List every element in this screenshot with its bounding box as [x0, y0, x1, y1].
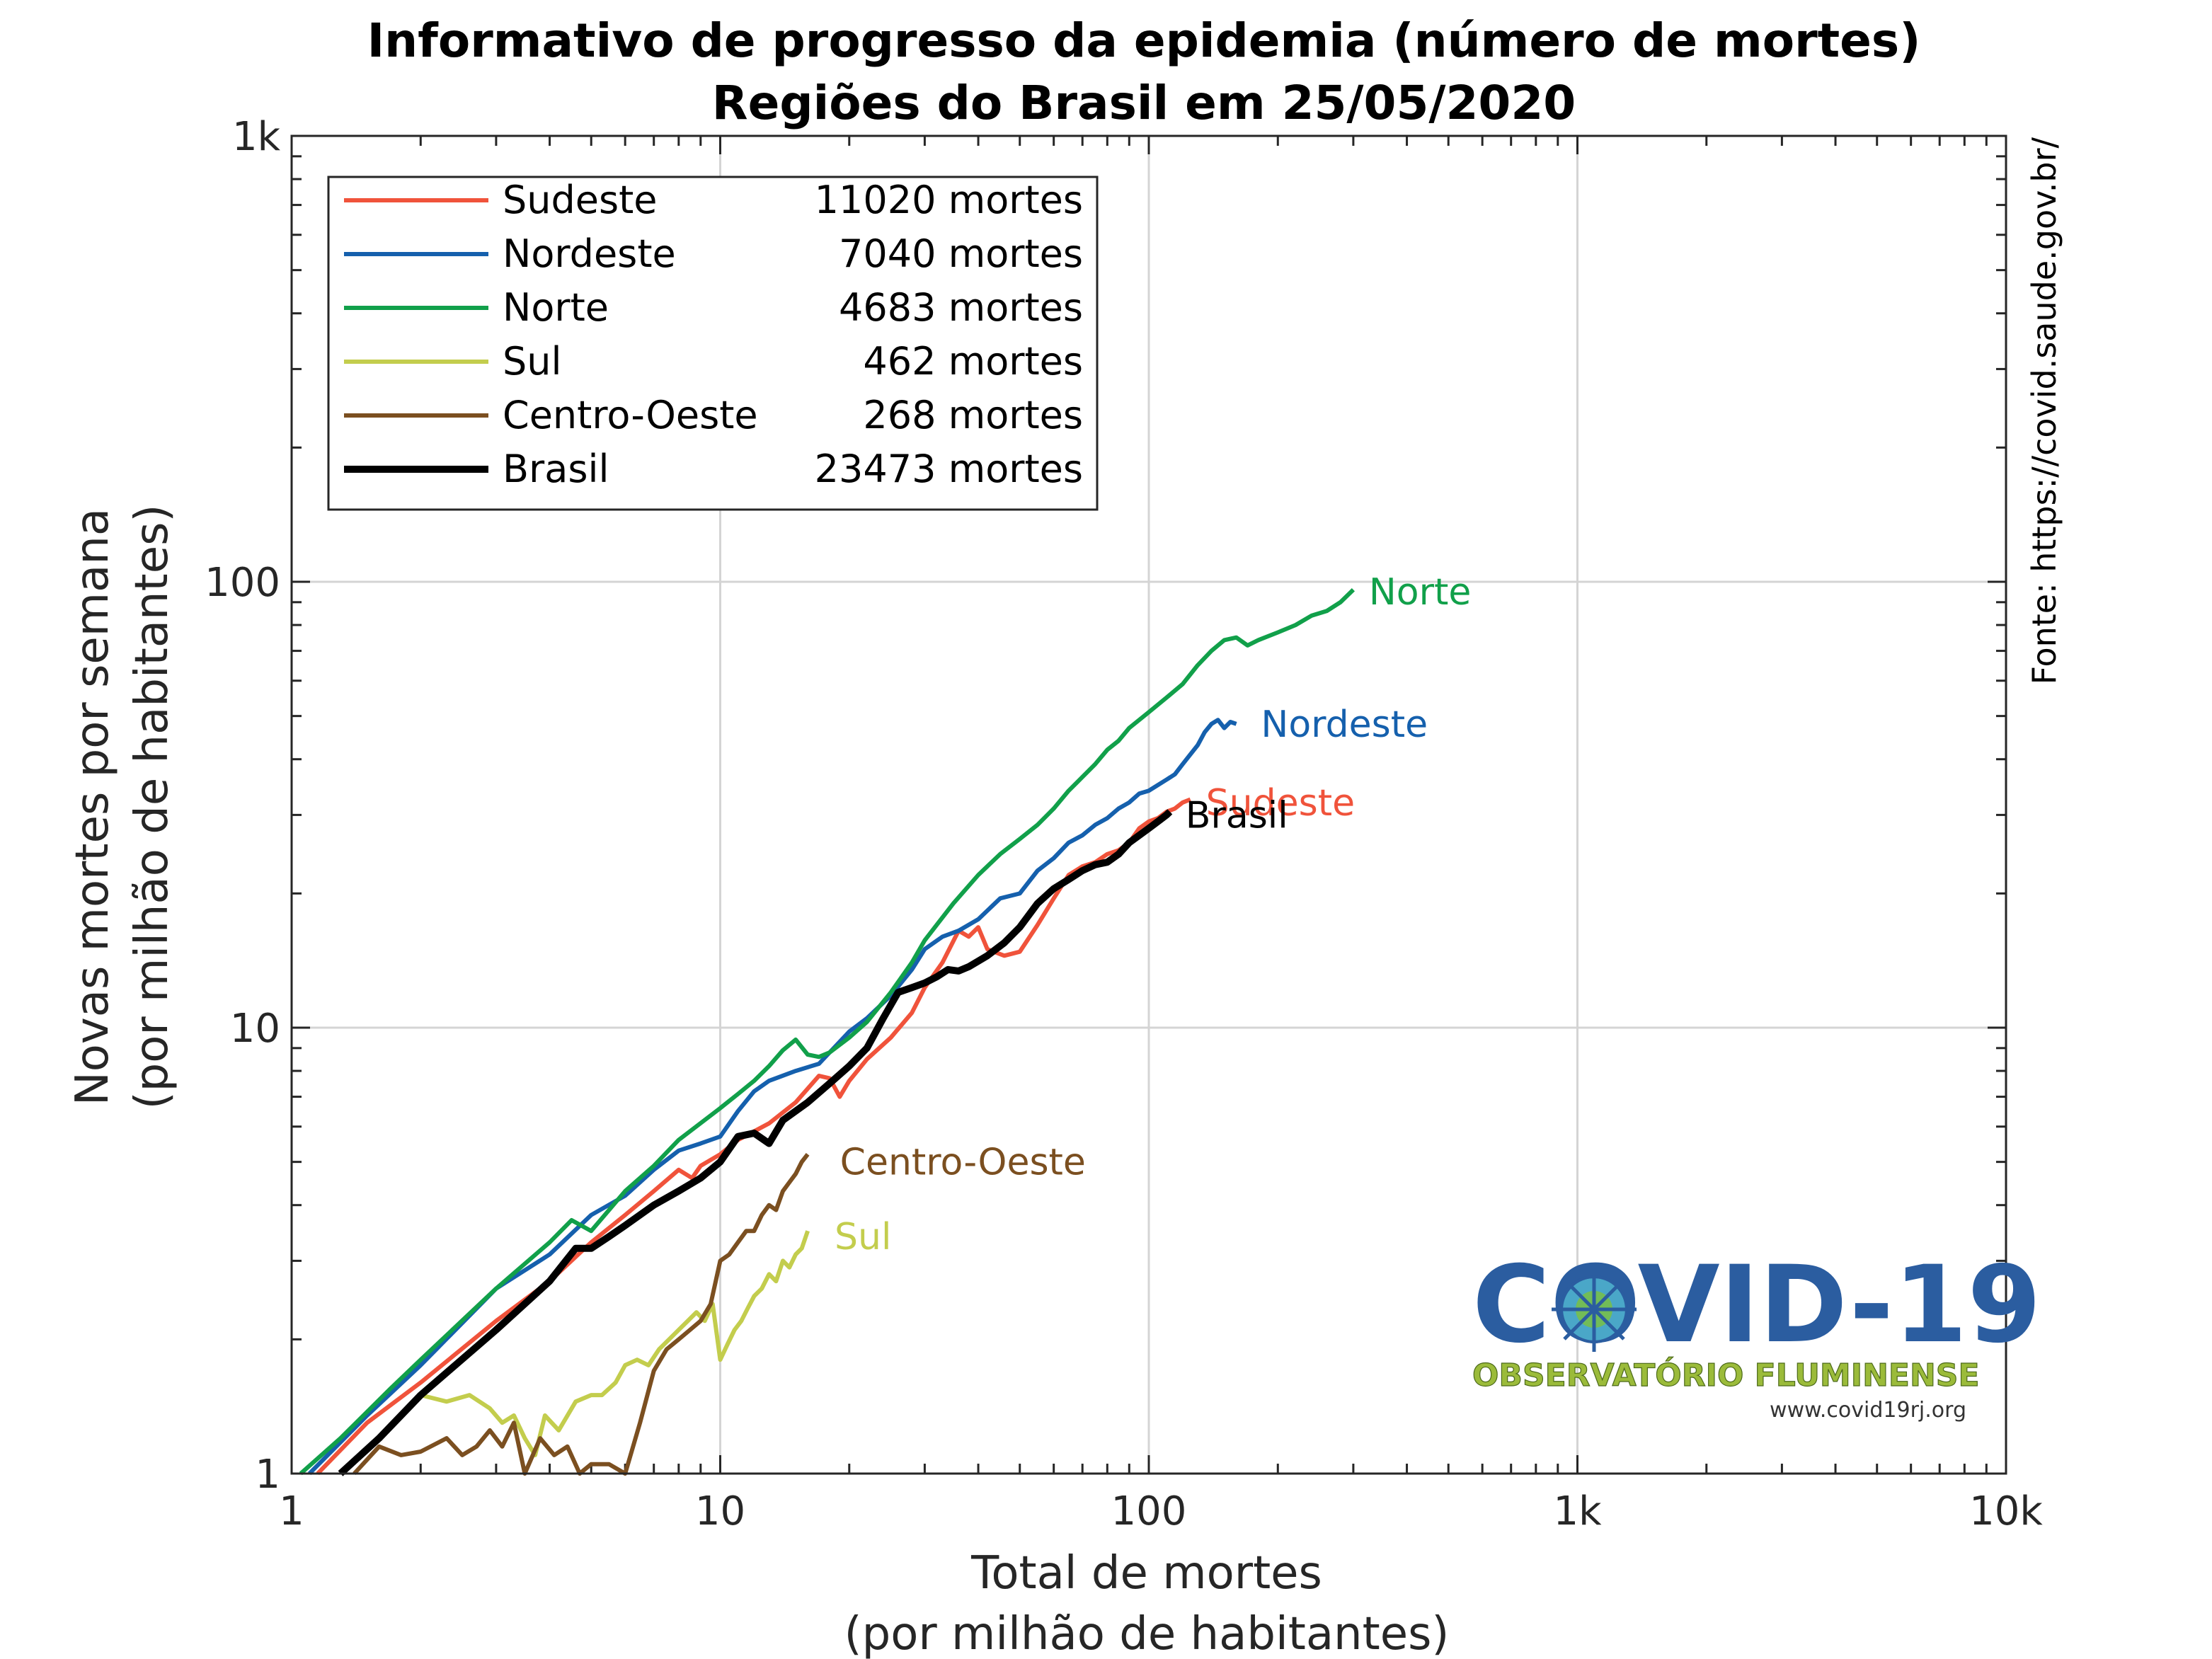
legend-label: Sudeste: [503, 178, 658, 222]
logo-url: www.covid19rj.org: [1770, 1398, 1966, 1423]
chart-title: Informativo de progresso da epidemia (nú…: [367, 13, 1921, 68]
x-axis-sublabel: (por milhão de habitantes): [844, 1608, 1450, 1659]
x-tick-label: 10k: [1969, 1488, 2043, 1534]
minor-ticks: [290, 134, 2007, 1475]
legend-value: 7040 mortes: [839, 231, 1083, 276]
legend-value: 462 mortes: [863, 339, 1083, 384]
series-line-brasil: [338, 809, 1173, 1476]
legend-label: Sul: [503, 339, 562, 384]
legend-value: 4683 mortes: [839, 285, 1083, 330]
legend-value: 11020 mortes: [815, 178, 1083, 222]
legend: Sudeste 11020 mortes Nordeste 7040 mortes No…: [327, 176, 1099, 511]
legend-label: Brasil: [503, 447, 609, 491]
series-end-label: Sul: [835, 1216, 891, 1258]
series-lines: [299, 588, 1355, 1476]
legend-value: 23473 mortes: [815, 447, 1083, 491]
y-tick-label: 1k: [232, 114, 281, 160]
series-line-nordeste: [307, 718, 1237, 1476]
y-tick-labels: 1 10 100 1k: [205, 114, 280, 1498]
legend-box: [327, 176, 1099, 511]
series-line-centro-oeste: [353, 1153, 810, 1476]
y-tick-label: 1: [255, 1452, 280, 1498]
series-end-label: Centro-Oeste: [840, 1142, 1086, 1184]
legend-value: 268 mortes: [863, 393, 1083, 437]
x-tick-label: 1: [279, 1488, 304, 1534]
legend-label: Nordeste: [503, 231, 676, 276]
x-axis-label: Total de mortes: [970, 1547, 1322, 1600]
series-end-label: Nordeste: [1261, 704, 1428, 746]
source-note: Fonte: https://covid.saude.gov.br/: [2025, 137, 2063, 684]
plot-frame: [290, 134, 2007, 1475]
y-tick-label: 10: [230, 1006, 280, 1052]
x-tick-label: 10: [695, 1488, 745, 1534]
x-tick-labels: 1 10 100 1k 10k: [279, 1488, 2043, 1534]
series-line-sul: [420, 1230, 810, 1457]
chart-subtitle: Regiões do Brasil em 25/05/2020: [712, 76, 1576, 130]
series-end-label: Sudeste: [1206, 782, 1355, 825]
x-tick-label: 100: [1111, 1488, 1187, 1534]
series-line-norte: [299, 588, 1355, 1476]
y-tick-label: 100: [205, 560, 280, 606]
logo-subtitle: OBSERVATÓRIO FLUMINENSE: [1472, 1356, 1980, 1394]
legend-label: Centro-Oeste: [503, 393, 758, 437]
logo-title: COVID-19: [1472, 1244, 2041, 1367]
virus-icon: [1552, 1267, 1637, 1352]
series-end-label: Brasil: [1186, 794, 1288, 837]
series-end-label: Norte: [1369, 571, 1471, 614]
logo: COVID-19 OBSERVATÓRIO FLUMINENSE www.cov…: [1472, 1244, 2041, 1423]
x-tick-label: 1k: [1553, 1488, 1602, 1534]
legend-label: Norte: [503, 285, 609, 330]
y-axis-label: Novas mortes por semana: [67, 508, 119, 1106]
y-axis-sublabel: (por milhão de habitantes): [126, 505, 178, 1110]
series-end-labels: Sudeste Nordeste Norte Sul Centro-Oeste Brasi…: [835, 571, 1471, 1258]
